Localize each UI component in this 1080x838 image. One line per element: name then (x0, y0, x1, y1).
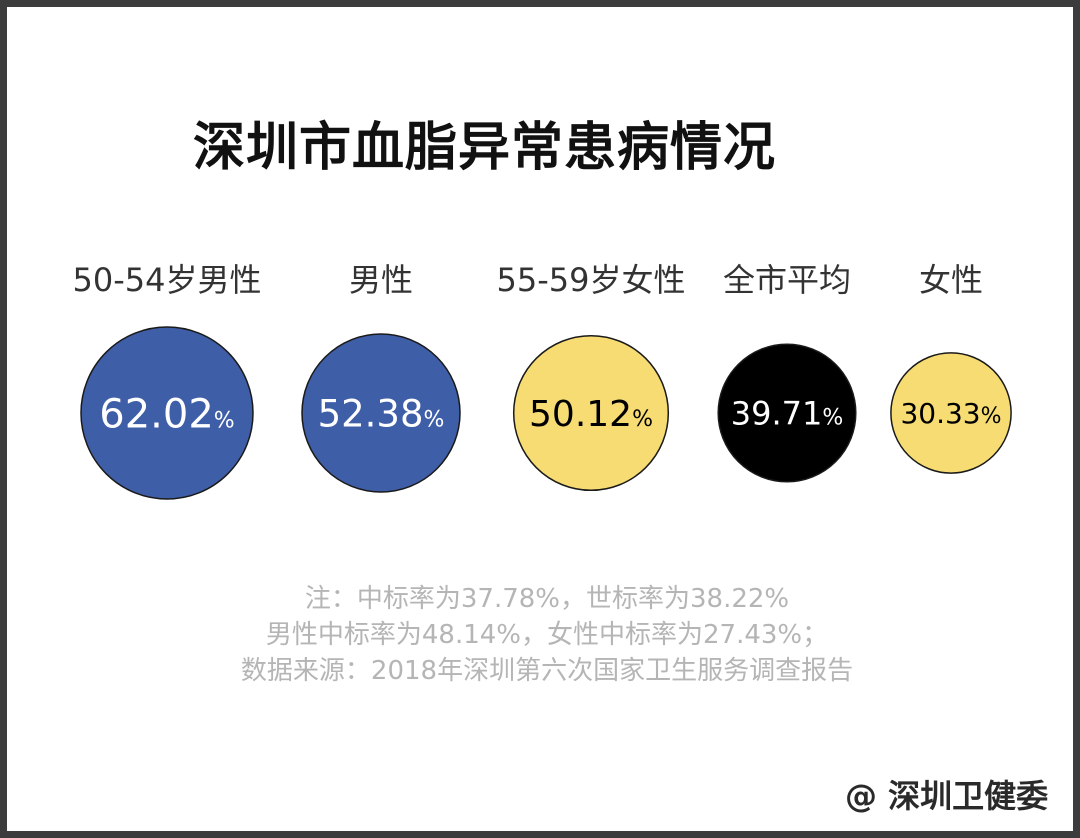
bubble (80, 326, 254, 500)
category-label: 全市平均 (723, 261, 851, 299)
bubble-chart: 50-54岁男性 62.02% 男性 52.38% 55-59岁女性 50.12% 全市平均… (73, 261, 1012, 500)
bubble (301, 333, 461, 493)
note-line-3: 数据来源：2018年深圳第六次国家卫生服务调查报告 (240, 656, 854, 686)
category-label: 50-54岁男性 (73, 261, 262, 299)
bubble-value-label: 52.38% (318, 392, 445, 435)
bubble-value-label: 50.12% (529, 394, 653, 435)
bubble (717, 343, 857, 483)
bubble-value-label: 62.02% (99, 391, 234, 437)
bubble (890, 352, 1012, 474)
chart-title: 深圳市血脂异常患病情况 (193, 118, 777, 178)
category-label: 女性 (919, 261, 983, 299)
category-label: 55-59岁女性 (497, 261, 686, 299)
bubble-value-label: 30.33% (900, 397, 1001, 430)
notes: 注：中标率为37.78%，世标率为38.22% 男性中标率为48.14%，女性中… (7, 581, 1080, 689)
category-label: 男性 (349, 261, 413, 299)
watermark: @ 深圳卫健委 (845, 777, 1049, 815)
bubble (512, 334, 670, 492)
note-line-2: 男性中标率为48.14%，女性中标率为27.43%； (265, 620, 829, 650)
bubble-value-label: 39.71% (731, 395, 844, 433)
note-line-1: 注：中标率为37.78%，世标率为38.22% (304, 584, 790, 614)
